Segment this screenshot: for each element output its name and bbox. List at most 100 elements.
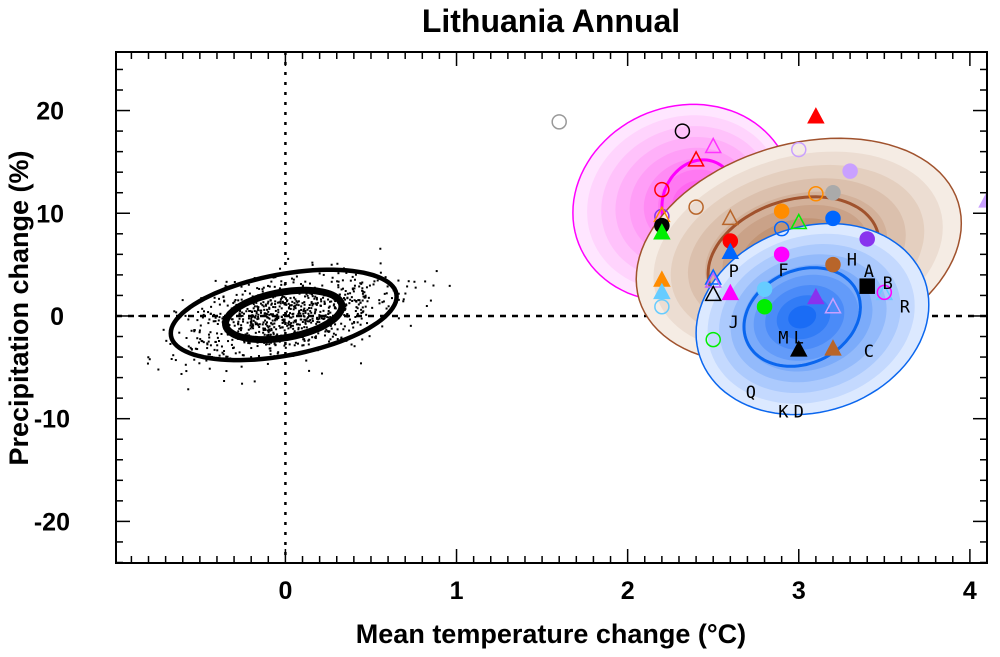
noise-dot xyxy=(274,309,277,312)
noise-dot xyxy=(270,303,273,306)
noise-dot xyxy=(207,311,210,314)
noise-dot xyxy=(310,321,313,324)
noise-dot xyxy=(268,317,271,320)
noise-dot xyxy=(261,288,264,291)
noise-dot xyxy=(293,302,296,305)
noise-dot xyxy=(268,325,271,328)
noise-dot xyxy=(293,319,296,322)
x-axis-label: Mean temperature change (°C) xyxy=(356,619,746,649)
model-letter-label: A xyxy=(864,262,874,282)
noise-dot xyxy=(277,317,280,320)
noise-dot xyxy=(344,293,347,296)
noise-dot xyxy=(435,270,438,273)
noise-dot xyxy=(260,309,263,312)
noise-dot xyxy=(360,282,363,285)
noise-dot xyxy=(308,307,311,310)
noise-dot xyxy=(330,263,333,266)
noise-dot xyxy=(288,314,291,317)
noise-dot xyxy=(292,308,295,311)
noise-dot xyxy=(343,325,346,328)
noise-dot xyxy=(293,296,296,299)
noise-dot xyxy=(266,316,269,319)
noise-dot xyxy=(336,262,339,265)
noise-dot xyxy=(323,302,326,305)
noise-dot xyxy=(305,359,308,362)
noise-dot xyxy=(270,327,273,330)
model-letter-label: B xyxy=(883,274,893,294)
noise-dot xyxy=(198,331,201,334)
noise-dot xyxy=(265,321,268,324)
noise-dot xyxy=(342,328,345,331)
noise-dot xyxy=(275,328,278,331)
noise-dot xyxy=(300,308,303,311)
noise-dot xyxy=(296,342,299,345)
noise-dot xyxy=(242,320,245,323)
noise-dot xyxy=(225,280,228,283)
noise-dot xyxy=(202,310,205,313)
noise-dot xyxy=(397,292,400,295)
noise-dot xyxy=(264,327,267,330)
noise-dot xyxy=(263,308,266,311)
noise-dot xyxy=(268,285,271,288)
x-tick-label: 1 xyxy=(450,577,464,605)
noise-dot xyxy=(314,337,317,340)
noise-dot xyxy=(237,320,240,323)
noise-dot xyxy=(262,301,265,304)
noise-dot xyxy=(284,346,287,349)
noise-dot xyxy=(252,324,255,327)
noise-dot xyxy=(356,307,359,310)
noise-dot xyxy=(397,298,400,301)
noise-dot xyxy=(448,284,451,287)
noise-dot xyxy=(297,328,300,331)
noise-dot xyxy=(216,336,219,339)
noise-dot xyxy=(338,293,341,296)
noise-dot xyxy=(216,322,219,325)
noise-dot xyxy=(276,352,279,355)
model-point-circle xyxy=(654,298,670,315)
noise-dot xyxy=(257,317,260,320)
noise-dot xyxy=(262,327,265,330)
noise-dot xyxy=(324,330,327,333)
noise-dot xyxy=(293,305,296,308)
noise-dot xyxy=(267,333,270,336)
noise-dot xyxy=(221,317,224,320)
noise-dot xyxy=(288,307,291,310)
noise-dot xyxy=(310,311,313,314)
noise-dot xyxy=(240,329,243,332)
noise-dot xyxy=(264,319,267,322)
noise-dot xyxy=(165,339,168,342)
noise-dot xyxy=(288,304,291,307)
noise-dot xyxy=(241,314,244,317)
noise-dot xyxy=(274,300,277,303)
model-point-triangle xyxy=(824,297,842,314)
noise-dot xyxy=(310,301,313,304)
noise-dot xyxy=(206,343,209,346)
noise-dot xyxy=(218,354,221,357)
noise-dot xyxy=(270,322,273,325)
noise-dot xyxy=(265,343,268,346)
noise-dot xyxy=(230,318,233,321)
noise-dot xyxy=(308,369,311,372)
noise-dot xyxy=(283,296,286,299)
noise-dot xyxy=(272,296,275,299)
natural-variability-contour xyxy=(221,286,346,344)
model-letter-label: F xyxy=(778,261,788,281)
noise-dot xyxy=(376,279,379,282)
noise-dot xyxy=(220,345,223,348)
natural-variability-contour xyxy=(168,267,399,363)
noise-dot xyxy=(356,321,359,324)
noise-dot xyxy=(294,304,297,307)
noise-dot xyxy=(138,315,141,318)
noise-dot xyxy=(194,347,197,350)
noise-dot xyxy=(252,319,255,322)
noise-dot xyxy=(279,302,282,305)
noise-dot xyxy=(180,372,183,375)
noise-dot xyxy=(309,319,312,322)
noise-dot xyxy=(330,327,333,330)
noise-dot xyxy=(315,322,318,325)
noise-dot xyxy=(360,317,363,320)
noise-dot xyxy=(280,307,283,310)
noise-dot xyxy=(313,312,316,315)
noise-dot xyxy=(352,288,355,291)
noise-dot xyxy=(320,298,323,301)
